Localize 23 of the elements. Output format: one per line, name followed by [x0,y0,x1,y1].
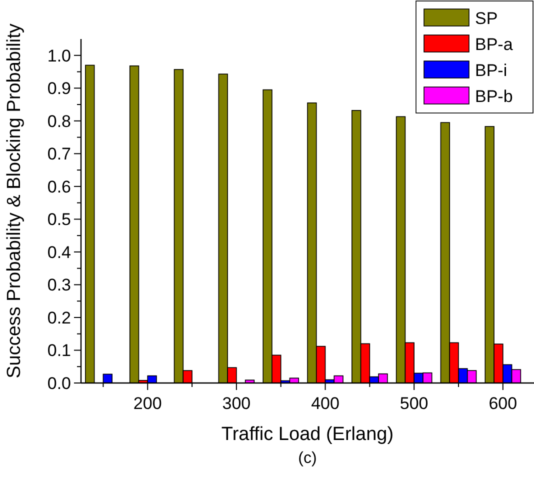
y-tick-label: 0.9 [47,79,71,98]
x-tick-label: 600 [488,394,518,413]
y-axis-title: Success Probability & Blocking Probability [4,23,25,378]
y-tick-label: 0.8 [47,112,71,131]
y-tick-label: 0.6 [47,177,71,196]
text: (c) [298,450,317,467]
x-tick-label: 500 [400,394,428,413]
x-tick-label: 400 [311,394,340,413]
x-tick-label: 300 [222,394,251,413]
x-tick-label: 200 [133,394,162,413]
y-tick-label: 0.7 [47,144,71,164]
y-tick-label: 0.1 [47,341,71,360]
y-tick-label: 0.5 [47,210,71,230]
legend-label: BP-i [475,61,508,80]
y-tick-label: 0.0 [47,374,71,393]
legend-label: BP-a [475,35,514,54]
legend-label: SP [475,9,498,28]
legend-label: BP-b [475,87,513,106]
y-tick-label: 1.0 [47,46,71,66]
x-axis-title: Traffic Load (Erlang) [221,424,394,445]
y-tick-label: 0.2 [47,308,71,328]
y-tick-label: 0.4 [47,242,71,262]
y-tick-label: 0.3 [47,276,71,295]
